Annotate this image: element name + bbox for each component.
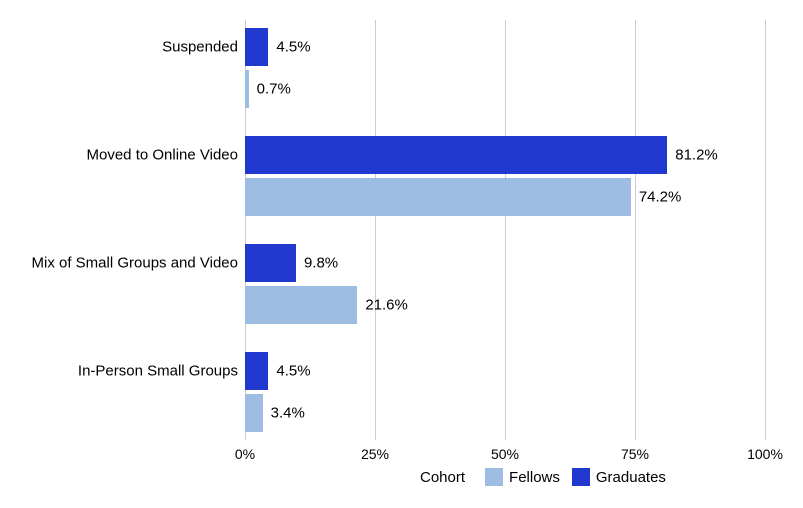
x-tick-label: 25% — [361, 446, 389, 462]
gridline — [635, 20, 636, 440]
x-tick-label: 100% — [747, 446, 783, 462]
legend-swatch-graduates — [572, 468, 590, 486]
chart-container: Suspended Moved to Online Video Mix of Sma… — [0, 0, 803, 508]
x-tick-label: 50% — [491, 446, 519, 462]
bar-value-label: 81.2% — [675, 147, 718, 164]
legend-label-fellows: Fellows — [509, 469, 560, 486]
legend: Cohort Fellows Graduates — [420, 468, 666, 486]
legend-item-graduates: Graduates — [572, 468, 666, 486]
bar — [245, 352, 268, 390]
plot-area — [245, 20, 765, 440]
x-tick-label: 0% — [235, 446, 255, 462]
category-label: In-Person Small Groups — [78, 363, 238, 380]
legend-title: Cohort — [420, 469, 465, 486]
category-label: Moved to Online Video — [87, 147, 239, 164]
bar — [245, 394, 263, 432]
legend-swatch-fellows — [485, 468, 503, 486]
x-tick-label: 75% — [621, 446, 649, 462]
bar-value-label: 3.4% — [271, 405, 305, 422]
bar-value-label: 4.5% — [276, 39, 310, 56]
bar — [245, 136, 667, 174]
bar-value-label: 4.5% — [276, 363, 310, 380]
legend-label-graduates: Graduates — [596, 469, 666, 486]
legend-item-fellows: Fellows — [485, 468, 560, 486]
bar-value-label: 0.7% — [257, 81, 291, 98]
category-label: Suspended — [162, 39, 238, 56]
gridline — [765, 20, 766, 440]
bar-value-label: 9.8% — [304, 255, 338, 272]
bar-value-label: 74.2% — [639, 189, 682, 206]
bar — [245, 244, 296, 282]
bar — [245, 286, 357, 324]
bar — [245, 178, 631, 216]
bar — [245, 28, 268, 66]
bar-value-label: 21.6% — [365, 297, 408, 314]
bar — [245, 70, 249, 108]
category-label: Mix of Small Groups and Video — [32, 255, 239, 272]
gridline — [375, 20, 376, 440]
gridline — [505, 20, 506, 440]
